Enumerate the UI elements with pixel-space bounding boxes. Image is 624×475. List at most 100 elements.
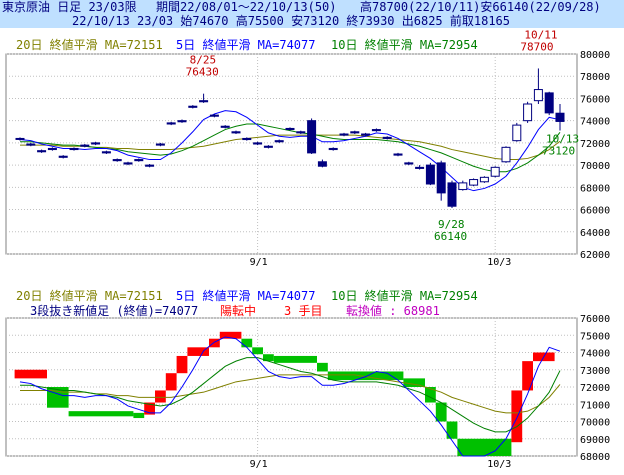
candle-body xyxy=(339,133,349,136)
sanpon-block xyxy=(241,338,253,348)
candle-body xyxy=(26,143,36,146)
annotation-date: 9/28 xyxy=(438,218,465,231)
legend-top-ma10: 10日 終値平滑 MA=72954 xyxy=(331,38,478,52)
candle-body xyxy=(501,146,511,163)
candle-body xyxy=(328,147,338,151)
y-tick-label: 74000 xyxy=(580,349,610,360)
candle-body xyxy=(15,137,25,140)
sanpon-block xyxy=(133,412,145,419)
candle-body xyxy=(404,162,414,165)
annotation-date: 10/11 xyxy=(524,28,557,41)
header-high-low: 高78700(22/10/11)安66140(22/09/28) xyxy=(360,0,601,14)
annotation-value: 66140 xyxy=(434,230,467,243)
candle-body xyxy=(415,166,425,169)
candle-body xyxy=(188,105,198,108)
ma10-line xyxy=(20,123,561,173)
y-tick-label: 74000 xyxy=(580,117,610,128)
header-ohlc: 22/10/13 23/03 始74670 高75500 安73120 終739… xyxy=(72,14,511,28)
y-tick-label: 72000 xyxy=(580,139,610,150)
sanpon-block xyxy=(165,373,177,391)
sanpon-block xyxy=(317,362,328,372)
candle-body xyxy=(317,161,327,167)
y-tick-label: 70000 xyxy=(580,161,610,172)
candle-body xyxy=(47,147,57,151)
sanpon-block xyxy=(511,390,523,443)
sanpon-block xyxy=(425,387,436,403)
candle-body xyxy=(80,144,90,147)
ma5-line-bottom xyxy=(19,336,561,457)
candle-body xyxy=(447,182,457,207)
candle-body xyxy=(285,127,295,131)
sanpon-block xyxy=(176,355,188,374)
sanpon-block xyxy=(457,438,512,456)
candle-body xyxy=(533,89,543,102)
sanpon-block xyxy=(403,378,425,387)
candle-body xyxy=(91,142,101,145)
annotation-value: 76430 xyxy=(186,66,219,79)
sanpon-block xyxy=(263,354,274,362)
candle-body xyxy=(220,125,230,128)
y-tick-label: 72000 xyxy=(580,383,610,394)
sanpon-block xyxy=(435,402,447,422)
sanpon-block xyxy=(155,390,166,403)
y-tick-label: 68000 xyxy=(580,452,610,463)
legend-top-ma5: 5日 終値平滑 MA=74077 xyxy=(176,38,316,52)
sanpon-block xyxy=(14,369,48,379)
sanpon-label: 3段抜き新値足 (終値)=74077 xyxy=(30,304,199,318)
candle-body xyxy=(112,159,122,162)
annotation-value: 73120 xyxy=(542,144,575,157)
candle-body xyxy=(101,151,111,154)
legend-top-ma20: 20日 終値平滑 MA=72151 xyxy=(16,38,163,52)
candle-body xyxy=(479,176,489,183)
candle-body xyxy=(166,122,176,125)
annotation-date: 8/25 xyxy=(190,54,217,67)
candle-body xyxy=(231,131,241,134)
candle-body xyxy=(209,114,219,117)
x-tick-label: 10/3 xyxy=(487,257,511,268)
ma20-line xyxy=(20,134,561,161)
sanpon-block xyxy=(252,347,263,355)
sanpon-status: 陽転中 xyxy=(220,304,257,318)
candle-body xyxy=(155,143,165,146)
candle-body xyxy=(393,153,403,156)
sanpon-block xyxy=(209,338,220,348)
legend-bottom-ma5: 5日 終値平滑 MA=74077 xyxy=(176,289,316,303)
ma20-line-bottom xyxy=(20,374,561,414)
legend-bottom-ma10: 10日 終値平滑 MA=72954 xyxy=(331,289,478,303)
candle-body xyxy=(242,137,252,141)
candle-body xyxy=(134,159,144,162)
candle-body xyxy=(469,179,479,186)
ma10-line-bottom xyxy=(20,357,561,433)
candle-body xyxy=(123,162,133,165)
y-tick-label: 76000 xyxy=(580,94,610,105)
candle-body xyxy=(458,182,468,191)
sanpon-reversal: 転換値 : 68981 xyxy=(346,304,440,318)
candle-body xyxy=(274,140,284,143)
y-tick-label: 64000 xyxy=(580,228,610,239)
header-period: 期間22/08/01～22/10/13(50) xyxy=(156,0,337,14)
candle-body xyxy=(361,133,371,136)
y-tick-label: 73000 xyxy=(580,366,610,377)
candle-body xyxy=(69,147,79,151)
candle-body xyxy=(199,100,209,103)
candle-body xyxy=(555,112,565,122)
candle-body xyxy=(263,145,273,148)
sanpon-block xyxy=(187,347,209,356)
y-tick-label: 69000 xyxy=(580,435,610,446)
candle-body xyxy=(371,129,381,132)
candle-body xyxy=(253,142,263,145)
candle-body xyxy=(544,92,554,114)
candle-body xyxy=(512,124,522,142)
candle-body xyxy=(523,103,533,122)
sanpon-count: 3 手目 xyxy=(284,304,323,318)
y-tick-label: 66000 xyxy=(580,206,610,217)
sanpon-block xyxy=(327,371,404,381)
candle-body xyxy=(37,150,47,153)
sanpon-block xyxy=(219,331,242,339)
chart-title: 東京原油 日足 23/03限 xyxy=(2,0,137,14)
y-tick-label: 70000 xyxy=(580,418,610,429)
x-tick-label: 9/1 xyxy=(250,257,268,268)
y-tick-label: 75000 xyxy=(580,331,610,342)
annotation-value: 78700 xyxy=(520,40,553,53)
